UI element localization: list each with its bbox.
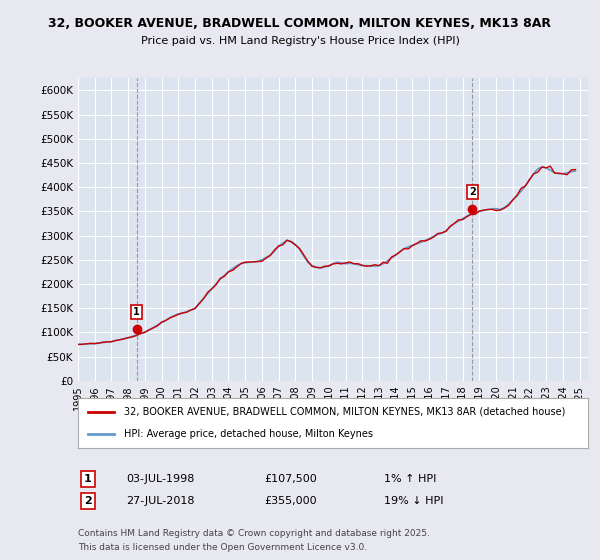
Text: £107,500: £107,500: [264, 474, 317, 484]
Text: 32, BOOKER AVENUE, BRADWELL COMMON, MILTON KEYNES, MK13 8AR: 32, BOOKER AVENUE, BRADWELL COMMON, MILT…: [49, 17, 551, 30]
Text: 32, BOOKER AVENUE, BRADWELL COMMON, MILTON KEYNES, MK13 8AR (detached house): 32, BOOKER AVENUE, BRADWELL COMMON, MILT…: [124, 407, 565, 417]
Text: 27-JUL-2018: 27-JUL-2018: [126, 496, 194, 506]
Text: £355,000: £355,000: [264, 496, 317, 506]
Text: 2: 2: [84, 496, 92, 506]
Text: 03-JUL-1998: 03-JUL-1998: [126, 474, 194, 484]
Text: 1: 1: [84, 474, 92, 484]
Text: This data is licensed under the Open Government Licence v3.0.: This data is licensed under the Open Gov…: [78, 543, 367, 552]
Text: 1: 1: [133, 307, 140, 317]
Text: Price paid vs. HM Land Registry's House Price Index (HPI): Price paid vs. HM Land Registry's House …: [140, 36, 460, 46]
Text: 2: 2: [469, 187, 476, 197]
Text: 19% ↓ HPI: 19% ↓ HPI: [384, 496, 443, 506]
Text: 1% ↑ HPI: 1% ↑ HPI: [384, 474, 436, 484]
Text: Contains HM Land Registry data © Crown copyright and database right 2025.: Contains HM Land Registry data © Crown c…: [78, 529, 430, 538]
Text: HPI: Average price, detached house, Milton Keynes: HPI: Average price, detached house, Milt…: [124, 429, 373, 439]
